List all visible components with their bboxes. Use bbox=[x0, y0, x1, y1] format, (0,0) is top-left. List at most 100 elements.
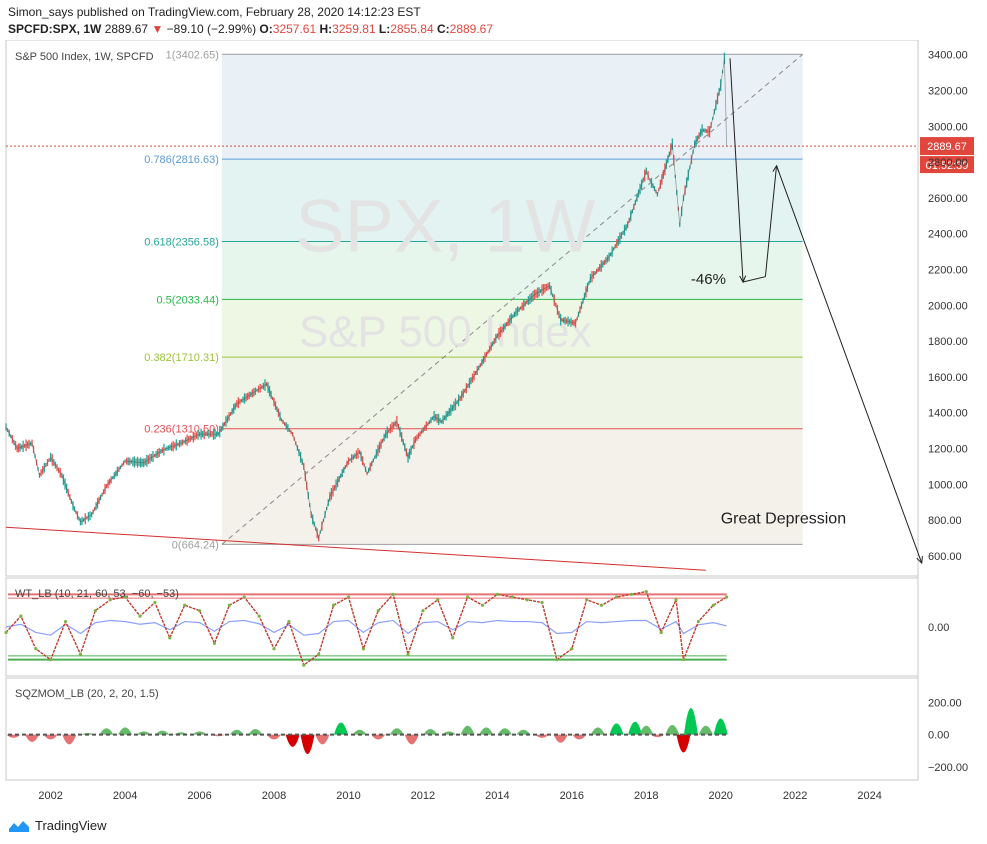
symbol-info: SPCFD:SPX, 1W 2889.67 ▼ −89.10 (−2.99%) … bbox=[8, 22, 493, 36]
wt1-point bbox=[346, 595, 351, 599]
sqz-bar bbox=[155, 730, 170, 735]
countdown-tag-bg bbox=[920, 156, 974, 174]
y-tick-1200.00: 1200.00 bbox=[928, 444, 968, 456]
y-tick-2200.00: 2200.00 bbox=[928, 265, 968, 277]
projection-segment-0 bbox=[729, 58, 744, 283]
watermark-name: S&P 500 Index bbox=[299, 307, 592, 356]
wt1-point bbox=[257, 614, 261, 618]
wt1-point bbox=[197, 609, 202, 613]
wt1-point bbox=[376, 609, 380, 613]
sqz-bar bbox=[516, 729, 531, 735]
sqz-bar bbox=[248, 729, 263, 735]
sqz-bar bbox=[404, 734, 419, 745]
x-tick-2018: 2018 bbox=[634, 790, 658, 802]
countdown-tag: 01:52:39 bbox=[926, 160, 969, 172]
sqz-bar bbox=[698, 725, 713, 735]
wt1-point bbox=[525, 598, 529, 602]
sqz-bar bbox=[479, 727, 494, 735]
close-value: 2889.67 bbox=[449, 22, 494, 36]
wt1-point bbox=[93, 609, 97, 613]
tradingview-logo-icon bbox=[9, 820, 29, 832]
projection-arrowhead-3 bbox=[916, 556, 923, 565]
high-label: H: bbox=[319, 22, 333, 36]
x-tick-2016: 2016 bbox=[560, 790, 584, 802]
wt1-point bbox=[212, 641, 217, 645]
high-value: 3259.81 bbox=[332, 22, 376, 36]
sqz-bar bbox=[497, 728, 512, 735]
sqz-bar bbox=[118, 727, 133, 735]
sqz-pane-title: SQZMOM_LB (20, 2, 20, 1.5) bbox=[15, 688, 159, 700]
wt1-point bbox=[540, 600, 544, 605]
sqz-bar bbox=[628, 721, 643, 735]
wt1-point bbox=[436, 598, 440, 602]
wt1-point bbox=[19, 614, 23, 618]
price-change: −89.10 (−2.99%) bbox=[166, 22, 257, 36]
sqz-bar bbox=[192, 731, 207, 735]
wt1-point bbox=[168, 636, 172, 640]
wt1-point bbox=[599, 603, 604, 607]
last-price: 2889.67 bbox=[104, 22, 149, 36]
sqz-bar bbox=[572, 734, 587, 740]
x-tick-2010: 2010 bbox=[336, 790, 360, 802]
brand-name: TradingView bbox=[35, 818, 107, 833]
x-tick-2006: 2006 bbox=[187, 790, 211, 802]
sqz-bar bbox=[62, 734, 77, 745]
wt-y-tick: 0.00 bbox=[928, 622, 949, 634]
wt1-line bbox=[5, 590, 728, 667]
fib-label-6: 0(664.24) bbox=[172, 539, 219, 551]
wt1-point bbox=[331, 603, 336, 607]
wt1-point bbox=[681, 658, 686, 662]
wt1-point bbox=[644, 590, 648, 594]
chart-area[interactable]: 1(3402.65) 0.786(2816.63) 0.618(2356.58) 0.… bbox=[0, 40, 987, 816]
main-pane-title: S&P 500 Index, 1W, SPCFD bbox=[15, 51, 154, 63]
projection-segment-1 bbox=[742, 276, 766, 283]
wt1-point bbox=[391, 592, 395, 596]
watermark-symbol: SPX, 1W bbox=[295, 185, 595, 268]
y-tick-2800.00: 2800.00 bbox=[928, 157, 968, 169]
sqz-y-tick-200.00: 200.00 bbox=[928, 697, 962, 709]
fib-band-5 bbox=[221, 428, 803, 545]
projection-segment-2 bbox=[764, 165, 778, 277]
fib-label-1: 0.786(2816.63) bbox=[144, 154, 219, 166]
fib-band-0 bbox=[221, 54, 803, 160]
sqz-bar bbox=[665, 724, 680, 735]
fib-band-2 bbox=[221, 241, 803, 300]
publish-info: Simon_says published on TradingView.com,… bbox=[8, 5, 421, 19]
sqz-bar bbox=[676, 734, 691, 753]
y-tick-2000.00: 2000.00 bbox=[928, 300, 968, 312]
x-tick-2002: 2002 bbox=[38, 790, 62, 802]
wt1-point bbox=[138, 614, 142, 618]
low-label: L: bbox=[378, 22, 391, 36]
wt1-point bbox=[421, 609, 425, 613]
y-tick-2600.00: 2600.00 bbox=[928, 193, 968, 205]
price-tag: 2889.67 bbox=[927, 141, 967, 153]
wt1-point bbox=[570, 647, 574, 651]
fib-label-0: 1(3402.65) bbox=[166, 49, 219, 61]
sqz-bar bbox=[609, 723, 624, 735]
sqz-bar bbox=[713, 718, 728, 735]
x-tick-2004: 2004 bbox=[113, 790, 137, 802]
annotation-drop-pct: -46% bbox=[691, 271, 726, 288]
x-tick-2020: 2020 bbox=[708, 790, 732, 802]
sqz-bar bbox=[389, 728, 404, 735]
price-line bbox=[5, 58, 728, 540]
fib-trend-line bbox=[221, 53, 803, 545]
x-tick-2024: 2024 bbox=[857, 790, 881, 802]
x-tick-2012: 2012 bbox=[411, 790, 435, 802]
wt1-point bbox=[78, 652, 83, 656]
sqz-bar bbox=[334, 722, 349, 735]
wt1-point bbox=[480, 603, 485, 607]
sqz-bar bbox=[315, 734, 330, 745]
wt1-point bbox=[674, 598, 678, 602]
wt1-point bbox=[123, 595, 127, 599]
sqz-bar bbox=[300, 734, 315, 755]
wt1-point bbox=[183, 603, 187, 607]
fib-label-3: 0.5(2033.44) bbox=[157, 294, 219, 306]
sqz-y-tick-−200.00: −200.00 bbox=[928, 762, 968, 774]
fib-band-4 bbox=[221, 357, 803, 429]
tradingview-brand[interactable]: TradingView bbox=[8, 818, 107, 833]
wt1-point bbox=[659, 630, 663, 635]
sqz-bar bbox=[639, 725, 654, 735]
wt1-point bbox=[34, 647, 38, 651]
wt1-point bbox=[242, 595, 246, 599]
